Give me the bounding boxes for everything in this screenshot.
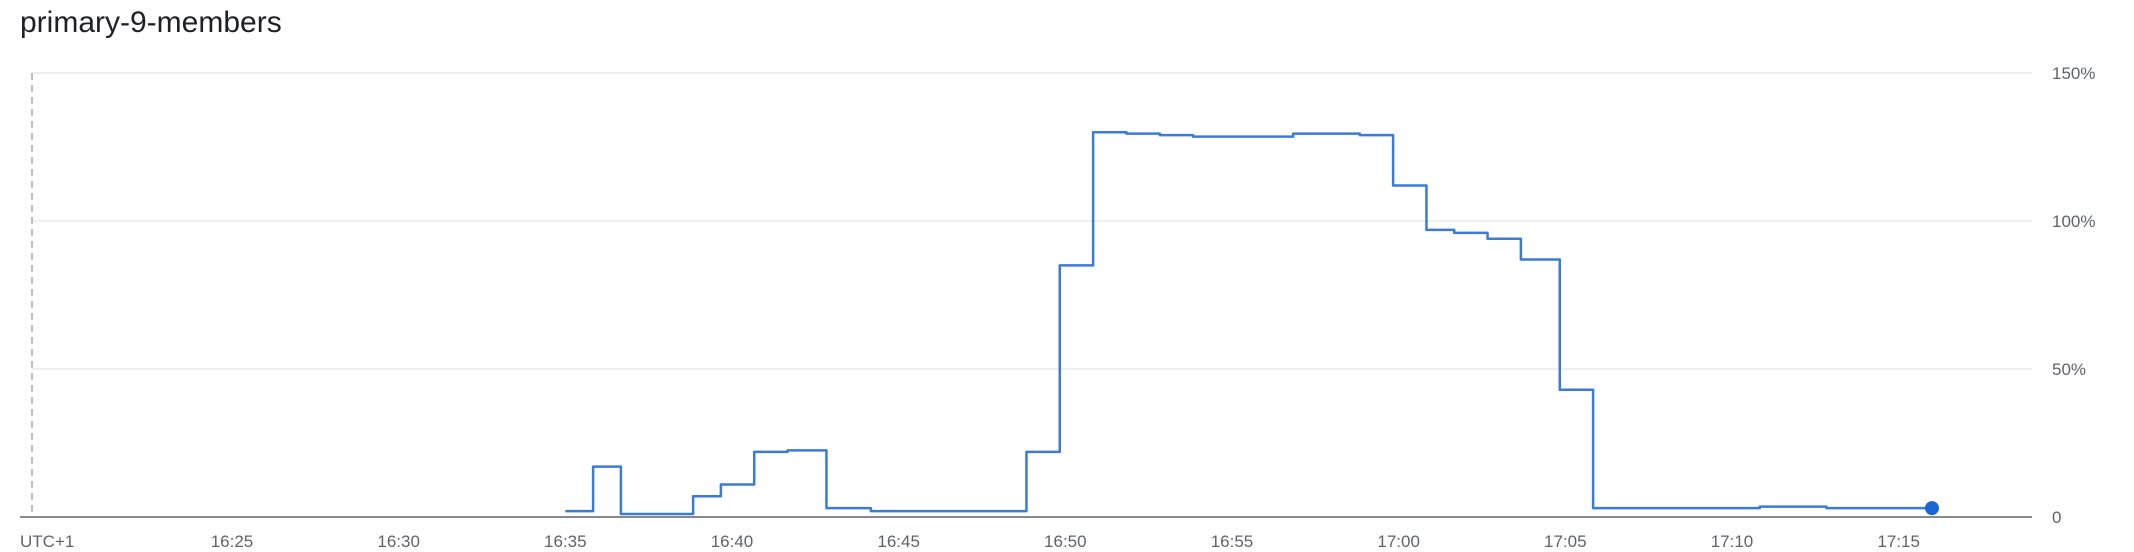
x-tick-label: 16:55 <box>1211 532 1254 551</box>
x-tick-label: 17:00 <box>1377 532 1420 551</box>
y-tick-label: 50% <box>2052 360 2086 379</box>
x-tick-labels: 16:25 16:30 16:35 16:40 16:45 16:50 16:55 17:00… <box>211 532 1920 551</box>
x-tick-label: 16:40 <box>711 532 754 551</box>
y-tick-label: 0 <box>2052 508 2061 527</box>
series-line <box>565 130 1932 516</box>
x-tick-label: 16:30 <box>377 532 420 551</box>
x-tick-label: 17:05 <box>1544 532 1587 551</box>
timezone-label: UTC+1 <box>20 532 74 551</box>
x-tick-label: 16:35 <box>544 532 587 551</box>
x-tick-label: 16:25 <box>211 532 254 551</box>
y-tick-label: 100% <box>2052 212 2095 231</box>
series-layer <box>565 130 1939 516</box>
x-tick-label: 16:45 <box>877 532 920 551</box>
grid-lines <box>32 72 2032 370</box>
x-tick-label: 16:50 <box>1044 532 1087 551</box>
y-tick-label: 150% <box>2052 64 2095 83</box>
series-end-point[interactable] <box>1925 501 1939 516</box>
x-tick-label: 17:10 <box>1711 532 1754 551</box>
x-tick-label: 17:15 <box>1877 532 1920 551</box>
chart-title: primary-9-members <box>20 6 282 39</box>
y-tick-labels: 0 50% 100% 150% <box>2052 64 2095 527</box>
